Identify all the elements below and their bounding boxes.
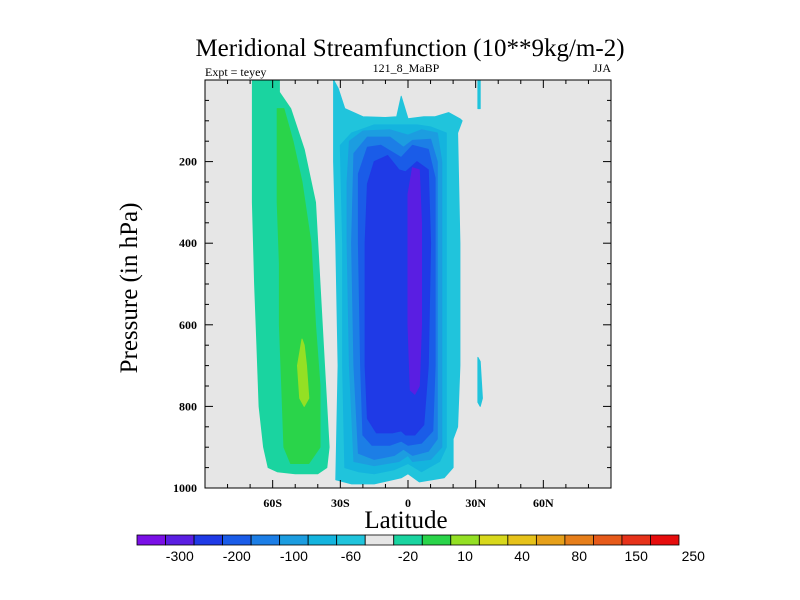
y-tick-label: 800 bbox=[179, 399, 197, 413]
colorbar-swatch bbox=[507, 534, 537, 546]
x-tick-label: 60S bbox=[263, 496, 282, 510]
colorbar-swatch bbox=[564, 534, 594, 546]
colorbar: -300 -200 -100 -60 -20 10 40 80 150 250 bbox=[136, 534, 706, 564]
colorbar-label: 40 bbox=[514, 548, 530, 564]
colorbar-swatch bbox=[650, 534, 680, 546]
chart-title: Meridional Streamfunction (10**9kg/m-2) bbox=[195, 35, 624, 62]
contour-nh-patch-lower bbox=[477, 356, 483, 407]
colorbar-swatch bbox=[593, 534, 623, 546]
colorbar-label: -20 bbox=[398, 548, 418, 564]
colorbar-swatch bbox=[421, 534, 452, 546]
colorbar-label: -200 bbox=[223, 548, 251, 564]
colorbar-label: 250 bbox=[682, 548, 706, 564]
colorbar-swatch bbox=[193, 534, 223, 546]
run-label: 121_8_MaBP bbox=[373, 61, 440, 75]
colorbar-label: 10 bbox=[457, 548, 473, 564]
y-axis-label: Pressure (in hPa) bbox=[116, 203, 143, 374]
x-tick-label: 0 bbox=[405, 496, 411, 510]
contour-sh-cell-40-80 bbox=[276, 108, 321, 464]
colorbar-swatch bbox=[393, 534, 423, 546]
colorbar-swatch bbox=[336, 534, 366, 546]
colorbar-label: 80 bbox=[571, 548, 587, 564]
colorbar-label: -60 bbox=[341, 548, 361, 564]
colorbar-swatch bbox=[250, 534, 281, 546]
y-tick-label: 200 bbox=[179, 155, 197, 169]
season-label: JJA bbox=[593, 61, 611, 75]
x-tick-label: 60N bbox=[533, 496, 554, 510]
colorbar-swatch bbox=[165, 534, 195, 546]
contour-regions bbox=[251, 79, 483, 485]
x-tick-label: 30N bbox=[465, 496, 486, 510]
x-tick-label: 30S bbox=[331, 496, 350, 510]
y-tick-label: 600 bbox=[179, 318, 197, 332]
contour-sh-cell-max bbox=[297, 338, 310, 407]
plot-frame bbox=[204, 79, 612, 489]
colorbar-swatch bbox=[478, 534, 509, 546]
colorbar-label: 150 bbox=[625, 548, 649, 564]
colorbar-swatch bbox=[136, 534, 166, 546]
axis-ticks: 60S 30S 0 30N 60N 200 400 600 800 1000 bbox=[173, 80, 611, 510]
experiment-label: Expt = teyey bbox=[205, 65, 266, 79]
y-tick-label: 1000 bbox=[173, 481, 197, 495]
colorbar-swatch bbox=[364, 534, 395, 546]
colorbar-label: -100 bbox=[280, 548, 308, 564]
contour-nh-patch-upper bbox=[477, 79, 481, 110]
colorbar-label: -300 bbox=[166, 548, 194, 564]
y-tick-label: 400 bbox=[179, 236, 197, 250]
colorbar-swatch bbox=[307, 534, 338, 546]
x-axis-label: Latitude bbox=[364, 507, 447, 534]
colorbar-swatch bbox=[279, 534, 309, 546]
colorbar-swatch bbox=[222, 534, 252, 546]
colorbar-swatch bbox=[535, 534, 566, 546]
contour-tropical-cell-min bbox=[407, 167, 422, 395]
colorbar-swatch bbox=[450, 534, 480, 546]
colorbar-swatch bbox=[621, 534, 651, 546]
